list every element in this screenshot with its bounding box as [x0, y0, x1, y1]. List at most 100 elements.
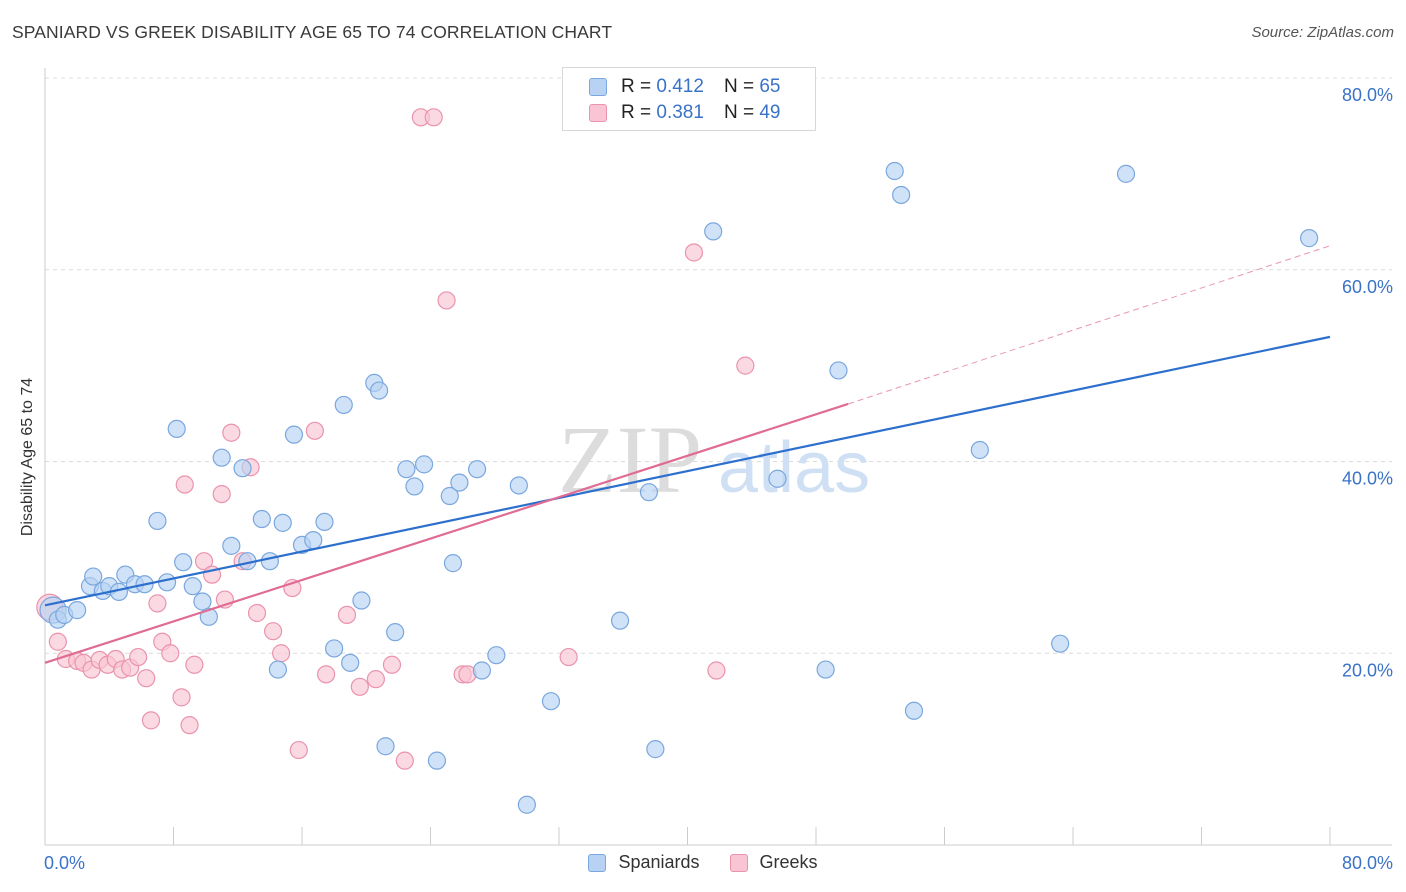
greeks-point [137, 669, 156, 688]
greeks-point [437, 291, 456, 310]
greeks-point [175, 475, 194, 494]
spaniards-point [472, 661, 491, 680]
greeks-point [316, 665, 336, 684]
spaniards-trend-line [44, 335, 1331, 607]
greeks-point [424, 108, 443, 127]
spaniards-point [646, 740, 665, 759]
greeks-point [382, 655, 402, 674]
spaniards-point [183, 577, 202, 596]
spaniards-point [193, 592, 212, 611]
spaniards-point [341, 653, 360, 672]
legend-item-greeks[interactable]: Greeks [729, 852, 818, 873]
greeks-point [141, 711, 161, 730]
spaniards-point [304, 531, 323, 550]
spaniards-legend-swatch [588, 853, 607, 872]
greeks-point [337, 605, 357, 625]
greeks-point [366, 670, 385, 689]
r-label: R = [621, 76, 652, 97]
x-tick-label: 0.0% [44, 853, 85, 873]
spaniards-point [517, 795, 536, 814]
greeks-point [305, 421, 324, 440]
greeks-point [707, 661, 726, 680]
greeks-point [684, 243, 704, 262]
greeks-point [48, 632, 67, 651]
series-legend: Spaniards Greeks [0, 852, 1406, 873]
spaniards-point [199, 607, 218, 626]
greeks-legend-label: Greeks [759, 852, 818, 872]
y-tick-label: 40.0% [1342, 469, 1393, 489]
spaniards-point [157, 573, 177, 592]
chart-title: SPANIARD VS GREEK DISABILITY AGE 65 TO 7… [12, 22, 613, 42]
spaniards-point [376, 737, 395, 756]
tick-labels: 20.0% 40.0% 60.0% 80.0% 0.0% 80.0% [44, 85, 1393, 873]
greeks-point [395, 751, 414, 770]
x-tick-label: 80.0% [1342, 853, 1393, 873]
spaniards-point [768, 469, 787, 488]
spaniards-point [414, 455, 434, 474]
spaniards-point [252, 509, 271, 529]
legend-item-spaniards[interactable]: Spaniards [588, 852, 700, 873]
spaniards-point [148, 511, 167, 531]
spaniards-point [1116, 164, 1136, 183]
greeks-point [247, 603, 267, 623]
spaniards-n-value: 65 [759, 76, 781, 97]
spaniards-point [284, 425, 304, 444]
spaniards-point [370, 381, 389, 400]
spaniards-point [440, 486, 459, 506]
y-tick-label: 80.0% [1342, 85, 1393, 105]
greeks-point [263, 622, 283, 641]
n-label: N = [723, 76, 755, 97]
greeks-point [172, 688, 191, 707]
greeks-point [129, 647, 148, 667]
greeks-legend-swatch [729, 853, 748, 872]
spaniards-point [212, 448, 231, 467]
spaniards-point [273, 513, 292, 532]
spaniards-point [450, 473, 469, 492]
r-label: R = [621, 102, 652, 123]
spaniards-point [704, 222, 723, 241]
y-tick-label: 60.0% [1342, 277, 1393, 297]
spaniards-legend-label: Spaniards [618, 852, 700, 872]
n-label: N = [723, 102, 755, 123]
legend-row-greeks: R = 0.381 N = 49 [589, 100, 780, 126]
greeks-point [212, 484, 231, 504]
greeks-point [180, 716, 199, 735]
spaniards-point [829, 361, 848, 380]
greeks-r-value: 0.381 [656, 102, 704, 123]
spaniards-point [816, 660, 835, 679]
spaniards-r-value: 0.412 [656, 76, 704, 97]
spaniards-point [405, 477, 424, 496]
spaniards-swatch [589, 78, 607, 96]
y-tick-label: 20.0% [1342, 660, 1393, 680]
axes [44, 68, 1392, 846]
spaniards-point [174, 553, 193, 572]
spaniards-point [334, 395, 353, 415]
greeks-point [148, 594, 167, 613]
spaniards-point [610, 611, 630, 630]
spaniards-point [892, 185, 911, 205]
watermark-atlas: atlas [718, 428, 870, 508]
spaniards-point [222, 536, 241, 555]
spaniards-point [386, 623, 405, 642]
spaniards-point [427, 751, 447, 770]
spaniards-point [1300, 229, 1319, 248]
greeks-point [222, 423, 241, 442]
spaniards-point [315, 512, 334, 532]
legend-row-spaniards: R = 0.412 N = 65 [589, 74, 780, 100]
spaniards-point [443, 554, 463, 573]
spaniards-point [68, 601, 87, 620]
greeks-point [350, 677, 369, 696]
correlation-legend: R = 0.412 N = 65 R = 0.381 N = 49 [562, 67, 816, 131]
spaniards-point [904, 701, 924, 720]
spaniards-point [325, 639, 344, 658]
spaniards-point [268, 660, 288, 679]
trend-lines [44, 245, 1331, 664]
greeks-point [161, 644, 180, 663]
spaniards-point [352, 591, 371, 610]
spaniards-point [885, 161, 904, 181]
watermark: ZIP atlas [558, 406, 870, 513]
spaniards-point [397, 460, 416, 479]
greeks-point [289, 740, 308, 760]
greeks-trend-extension [847, 245, 1331, 405]
spaniards-point [639, 483, 659, 502]
